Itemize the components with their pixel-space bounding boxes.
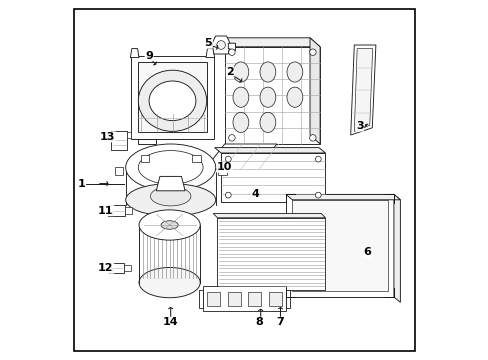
Polygon shape — [354, 49, 372, 131]
Polygon shape — [114, 167, 123, 175]
Text: 10: 10 — [217, 162, 232, 172]
Polygon shape — [227, 292, 240, 306]
Text: 4: 4 — [251, 189, 259, 199]
Ellipse shape — [125, 184, 215, 216]
Polygon shape — [111, 131, 127, 150]
Polygon shape — [285, 194, 400, 200]
Ellipse shape — [139, 267, 200, 298]
Polygon shape — [285, 290, 289, 308]
Ellipse shape — [125, 144, 215, 191]
Polygon shape — [127, 132, 131, 139]
Polygon shape — [393, 194, 400, 302]
Polygon shape — [204, 144, 276, 169]
Polygon shape — [130, 49, 139, 58]
Polygon shape — [107, 132, 111, 139]
Ellipse shape — [225, 156, 231, 162]
Ellipse shape — [161, 221, 178, 229]
Polygon shape — [224, 47, 320, 144]
Polygon shape — [156, 176, 185, 191]
Polygon shape — [108, 205, 125, 216]
Polygon shape — [109, 263, 124, 273]
Ellipse shape — [260, 87, 275, 107]
Polygon shape — [248, 292, 261, 306]
Polygon shape — [140, 155, 149, 162]
Text: 6: 6 — [362, 247, 370, 257]
Polygon shape — [228, 43, 235, 50]
Polygon shape — [285, 194, 393, 297]
Text: 5: 5 — [204, 38, 212, 48]
Text: 3: 3 — [355, 121, 363, 131]
Text: 1: 1 — [78, 179, 85, 189]
Polygon shape — [199, 290, 203, 308]
Ellipse shape — [315, 192, 321, 198]
Ellipse shape — [260, 112, 275, 132]
Ellipse shape — [232, 62, 248, 82]
Polygon shape — [268, 292, 282, 306]
Polygon shape — [203, 286, 285, 311]
Text: 11: 11 — [98, 206, 113, 216]
Text: 2: 2 — [226, 67, 233, 77]
Polygon shape — [309, 38, 320, 144]
Polygon shape — [218, 167, 226, 175]
Ellipse shape — [260, 62, 275, 82]
Polygon shape — [138, 139, 156, 144]
Ellipse shape — [286, 87, 302, 107]
Text: 8: 8 — [255, 317, 262, 327]
Ellipse shape — [150, 186, 190, 206]
Ellipse shape — [139, 210, 200, 240]
Ellipse shape — [232, 112, 248, 132]
Ellipse shape — [286, 62, 302, 82]
Ellipse shape — [309, 135, 316, 141]
Ellipse shape — [228, 135, 235, 141]
Ellipse shape — [216, 41, 225, 49]
Ellipse shape — [232, 87, 248, 107]
Polygon shape — [206, 292, 220, 306]
Ellipse shape — [138, 150, 203, 184]
Polygon shape — [131, 56, 213, 139]
Polygon shape — [350, 45, 375, 135]
Ellipse shape — [225, 192, 231, 198]
Text: 14: 14 — [163, 317, 178, 327]
Polygon shape — [212, 36, 230, 54]
Ellipse shape — [315, 156, 321, 162]
Text: 7: 7 — [276, 317, 284, 327]
Polygon shape — [214, 38, 320, 47]
Polygon shape — [217, 218, 325, 290]
Polygon shape — [125, 207, 132, 214]
Polygon shape — [192, 155, 201, 162]
Text: 13: 13 — [100, 132, 115, 142]
Polygon shape — [205, 49, 214, 58]
Polygon shape — [124, 265, 130, 271]
Polygon shape — [221, 153, 325, 202]
Ellipse shape — [138, 70, 206, 131]
Ellipse shape — [309, 49, 316, 55]
Polygon shape — [291, 200, 387, 291]
Ellipse shape — [149, 81, 196, 121]
Polygon shape — [137, 62, 207, 132]
Polygon shape — [213, 213, 325, 218]
Polygon shape — [214, 148, 325, 153]
Text: 9: 9 — [145, 51, 153, 61]
Ellipse shape — [228, 49, 235, 55]
Text: 12: 12 — [98, 263, 113, 273]
